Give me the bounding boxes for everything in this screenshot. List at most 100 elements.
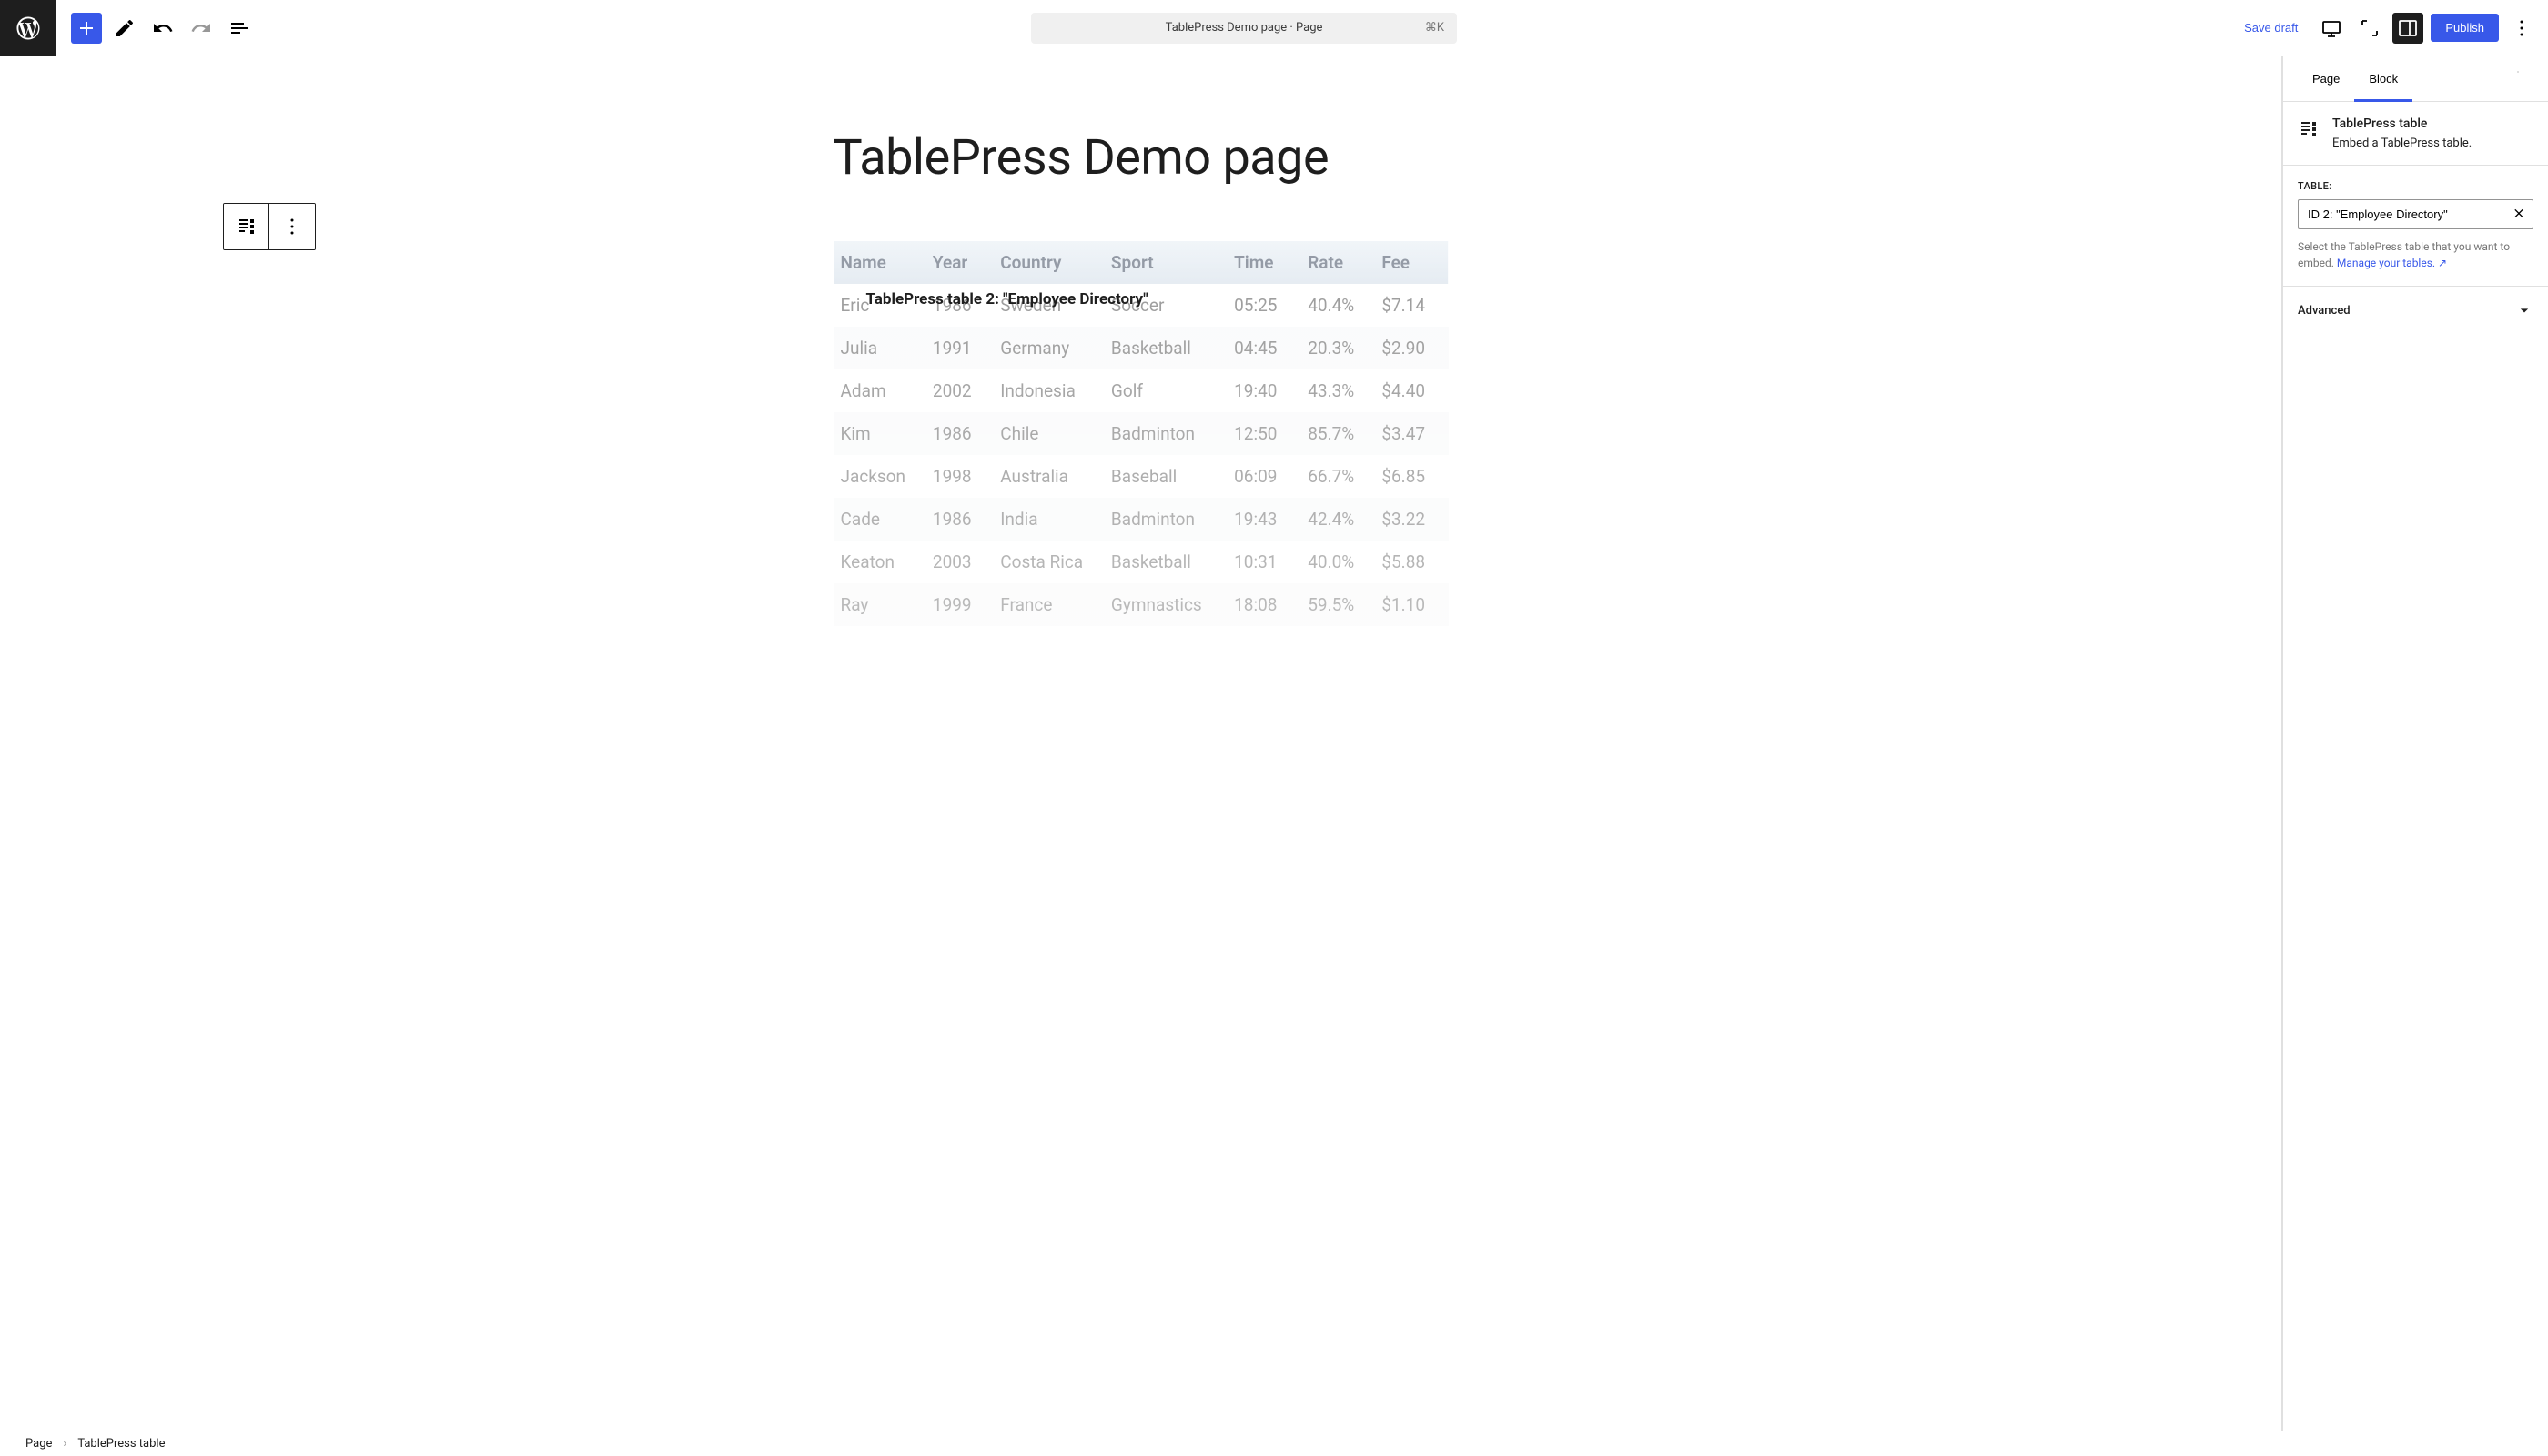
table-cell: Julia [834, 327, 925, 369]
breadcrumb-root[interactable]: Page [25, 1437, 52, 1451]
table-header[interactable]: Rate [1300, 241, 1374, 284]
fullscreen-button[interactable] [2354, 13, 2385, 44]
breadcrumb-current[interactable]: TablePress table [77, 1437, 165, 1451]
table-cell: 19:43 [1227, 498, 1300, 541]
table-cell: 40.4% [1300, 284, 1374, 327]
table-cell: Badminton [1104, 498, 1227, 541]
table-row: Keaton2003Costa RicaBasketball10:3140.0%… [834, 541, 1449, 583]
table-cell: 20.3% [1300, 327, 1374, 369]
table-cell: $7.14 [1374, 284, 1448, 327]
table-cell: Basketball [1104, 327, 1227, 369]
sidebar-toggle-button[interactable] [2392, 13, 2423, 44]
table-cell: 42.4% [1300, 498, 1374, 541]
table-cell: 85.7% [1300, 412, 1374, 455]
block-type-title: TablePress table [2332, 116, 2472, 131]
tablepress-icon [2298, 118, 2320, 140]
view-desktop-button[interactable] [2316, 13, 2347, 44]
publish-button[interactable]: Publish [2431, 14, 2499, 42]
chevron-right-icon: › [63, 1437, 66, 1451]
table-cell: Badminton [1104, 412, 1227, 455]
table-cell: 1991 [925, 327, 993, 369]
table-row: Ray1999FranceGymnastics18:0859.5%$1.10 [834, 583, 1449, 626]
table-cell: 1998 [925, 455, 993, 498]
table-cell: 05:25 [1227, 284, 1300, 327]
clear-table-button[interactable] [2512, 206, 2526, 223]
table-cell: Jackson [834, 455, 925, 498]
table-cell: Germany [993, 327, 1104, 369]
table-header[interactable]: Country [993, 241, 1104, 284]
table-row: Jackson1998AustraliaBaseball06:0966.7%$6… [834, 455, 1449, 498]
table-cell: $1.10 [1374, 583, 1448, 626]
shortcut-hint: ⌘K [1425, 21, 1444, 35]
table-cell: 43.3% [1300, 369, 1374, 412]
table-cell: 06:09 [1227, 455, 1300, 498]
table-header[interactable]: Sport [1104, 241, 1227, 284]
manage-tables-link[interactable]: Manage your tables. ↗ [2337, 257, 2447, 269]
table-row: Cade1986IndiaBadminton19:4342.4%$3.22 [834, 498, 1449, 541]
table-cell: 59.5% [1300, 583, 1374, 626]
table-cell: 1986 [925, 412, 993, 455]
table-cell: 10:31 [1227, 541, 1300, 583]
block-options-button[interactable] [269, 204, 315, 249]
breadcrumb: Page › TablePress table [0, 1431, 2548, 1456]
table-cell: $4.40 [1374, 369, 1448, 412]
sidebar-tabs: Page Block [2283, 56, 2548, 102]
table-cell: $3.22 [1374, 498, 1448, 541]
table-cell: Baseball [1104, 455, 1227, 498]
add-block-button[interactable] [71, 13, 102, 44]
page-selector-label: TablePress Demo page · Page [1166, 21, 1323, 35]
block-label: TablePress table 2: "Employee Directory" [866, 290, 1148, 308]
block-type-button[interactable] [224, 204, 269, 249]
table-cell: Kim [834, 412, 925, 455]
close-sidebar-button[interactable] [2502, 56, 2533, 87]
block-toolbar [223, 203, 316, 250]
table-cell: 40.0% [1300, 541, 1374, 583]
table-row: Kim1986ChileBadminton12:5085.7%$3.47 [834, 412, 1449, 455]
table-cell: Ray [834, 583, 925, 626]
table-help-text: Select the TablePress table that you wan… [2298, 238, 2533, 271]
list-view-button[interactable] [224, 13, 255, 44]
table-cell: 2002 [925, 369, 993, 412]
block-type-description: Embed a TablePress table. [2332, 136, 2472, 150]
redo-button[interactable] [186, 13, 217, 44]
table-cell: $6.85 [1374, 455, 1448, 498]
table-cell: $3.47 [1374, 412, 1448, 455]
tab-block[interactable]: Block [2354, 56, 2412, 101]
chevron-down-icon [2515, 301, 2533, 319]
table-field-label: TABLE: [2298, 180, 2533, 192]
table-cell: Golf [1104, 369, 1227, 412]
table-cell: Basketball [1104, 541, 1227, 583]
table-header[interactable]: Year [925, 241, 993, 284]
table-cell: France [993, 583, 1104, 626]
save-draft-button[interactable]: Save draft [2233, 14, 2309, 42]
table-header[interactable]: Name [834, 241, 925, 284]
options-button[interactable] [2506, 13, 2537, 44]
wordpress-logo[interactable] [0, 0, 56, 56]
table-cell: 04:45 [1227, 327, 1300, 369]
page-title[interactable]: TablePress Demo page [834, 129, 1449, 187]
table-cell: 19:40 [1227, 369, 1300, 412]
table-cell: Indonesia [993, 369, 1104, 412]
table-row: Adam2002IndonesiaGolf19:4043.3%$4.40 [834, 369, 1449, 412]
table-cell: 66.7% [1300, 455, 1374, 498]
table-cell: Gymnastics [1104, 583, 1227, 626]
tab-page[interactable]: Page [2298, 56, 2354, 101]
page-selector[interactable]: TablePress Demo page · Page ⌘K [1031, 13, 1457, 44]
table-header[interactable]: Fee [1374, 241, 1448, 284]
table-cell: Chile [993, 412, 1104, 455]
table-row: Julia1991GermanyBasketball04:4520.3%$2.9… [834, 327, 1449, 369]
table-cell: 12:50 [1227, 412, 1300, 455]
table-select-input[interactable] [2298, 199, 2533, 229]
table-cell: $5.88 [1374, 541, 1448, 583]
table-cell: Costa Rica [993, 541, 1104, 583]
table-cell: India [993, 498, 1104, 541]
table-cell: $2.90 [1374, 327, 1448, 369]
edit-button[interactable] [109, 13, 140, 44]
advanced-panel[interactable]: Advanced [2283, 287, 2548, 334]
table-cell: 1986 [925, 498, 993, 541]
table-header[interactable]: Time [1227, 241, 1300, 284]
table-cell: Adam [834, 369, 925, 412]
undo-button[interactable] [147, 13, 178, 44]
table-cell: Australia [993, 455, 1104, 498]
table-cell: Cade [834, 498, 925, 541]
